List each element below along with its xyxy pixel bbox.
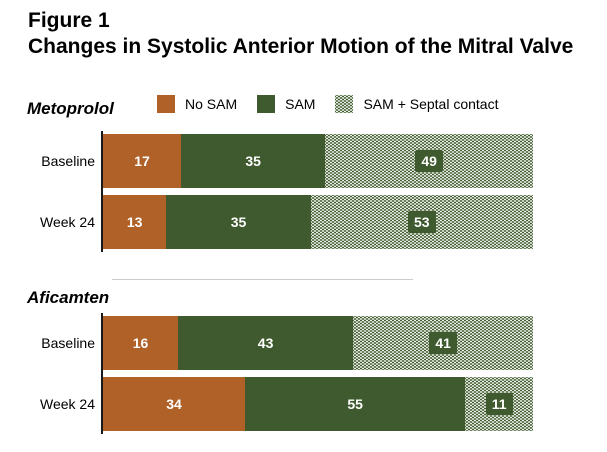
legend-label-sam: SAM: [285, 96, 316, 112]
bar-segment-sam: 43: [177, 316, 354, 370]
bar-segment-sam: 35: [181, 134, 326, 188]
chart-legend: No SAM SAM SAM + Septal contact: [157, 95, 499, 113]
legend-label-sam-septal: SAM + Septal contact: [363, 96, 499, 112]
metoprolol-bar-group: Baseline 17 35 49 Week 24 13 35 53: [0, 131, 607, 256]
bar-segment-no-sam: 34: [103, 377, 246, 431]
bar-segment-sam: 55: [245, 377, 466, 431]
legend-item-sam: SAM: [257, 95, 315, 113]
group-label-metoprolol: Metoprolol: [27, 99, 114, 118]
bar-segment-no-sam: 16: [103, 316, 178, 370]
metoprolol-axis-line: [101, 131, 103, 252]
legend-label-no-sam: No SAM: [185, 96, 238, 112]
bar-value-label: 11: [485, 393, 513, 415]
aficamten-bar-group: Baseline 16 43 41 Week 24 34 55 11: [0, 313, 607, 438]
bar-value-label: 55: [347, 396, 363, 412]
row-label-baseline: Baseline: [41, 335, 95, 351]
bar-value-label: 16: [132, 335, 149, 351]
figure-title-line2: Changes in Systolic Anterior Motion of t…: [28, 35, 574, 58]
legend-swatch-sam-septal: [335, 95, 354, 113]
stacked-bar-metoprolol-week24: 13 35 53: [103, 195, 533, 249]
figure-title: Figure 1 Changes in Systolic Anterior Mo…: [28, 8, 573, 60]
bar-value-label: 41: [429, 332, 457, 354]
bar-value-label: 49: [415, 150, 443, 172]
bar-row-aficamten-baseline: Baseline 16 43 41: [0, 316, 607, 370]
bar-row-metoprolol-week24: Week 24 13 35 53: [0, 195, 607, 249]
legend-item-sam-septal: SAM + Septal contact: [335, 95, 499, 113]
bar-segment-sam-septal-contact: 11: [465, 377, 533, 431]
bar-segment-sam-septal-contact: 49: [325, 134, 533, 188]
bar-value-label: 13: [126, 214, 143, 230]
stacked-bar-aficamten-baseline: 16 43 41: [103, 316, 533, 370]
legend-swatch-sam: [257, 95, 276, 113]
bar-value-label: 35: [230, 214, 247, 230]
bar-segment-sam-septal-contact: 41: [353, 316, 533, 370]
row-label-baseline: Baseline: [41, 153, 95, 169]
bar-segment-no-sam: 13: [103, 195, 167, 249]
group-label-aficamten: Aficamten: [27, 288, 110, 307]
bar-value-label: 35: [245, 153, 261, 169]
row-label-week24: Week 24: [40, 396, 95, 412]
bar-value-label: 17: [134, 153, 150, 169]
bar-value-label: 43: [257, 335, 274, 351]
aficamten-axis-line: [101, 313, 103, 434]
legend-item-no-sam: No SAM: [157, 95, 237, 113]
bar-row-metoprolol-baseline: Baseline 17 35 49: [0, 134, 607, 188]
section-divider: [112, 279, 413, 280]
bar-value-label: 34: [166, 396, 182, 412]
bar-segment-no-sam: 17: [103, 134, 182, 188]
bar-value-label: 53: [408, 211, 436, 233]
bar-segment-sam-septal-contact: 53: [310, 195, 533, 249]
row-label-week24: Week 24: [40, 214, 95, 230]
bar-segment-sam: 35: [166, 195, 311, 249]
bar-row-aficamten-week24: Week 24 34 55 11: [0, 377, 607, 431]
legend-swatch-no-sam: [157, 95, 175, 113]
stacked-bar-aficamten-week24: 34 55 11: [103, 377, 533, 431]
stacked-bar-metoprolol-baseline: 17 35 49: [103, 134, 533, 188]
figure-title-line1: Figure 1: [28, 9, 110, 32]
